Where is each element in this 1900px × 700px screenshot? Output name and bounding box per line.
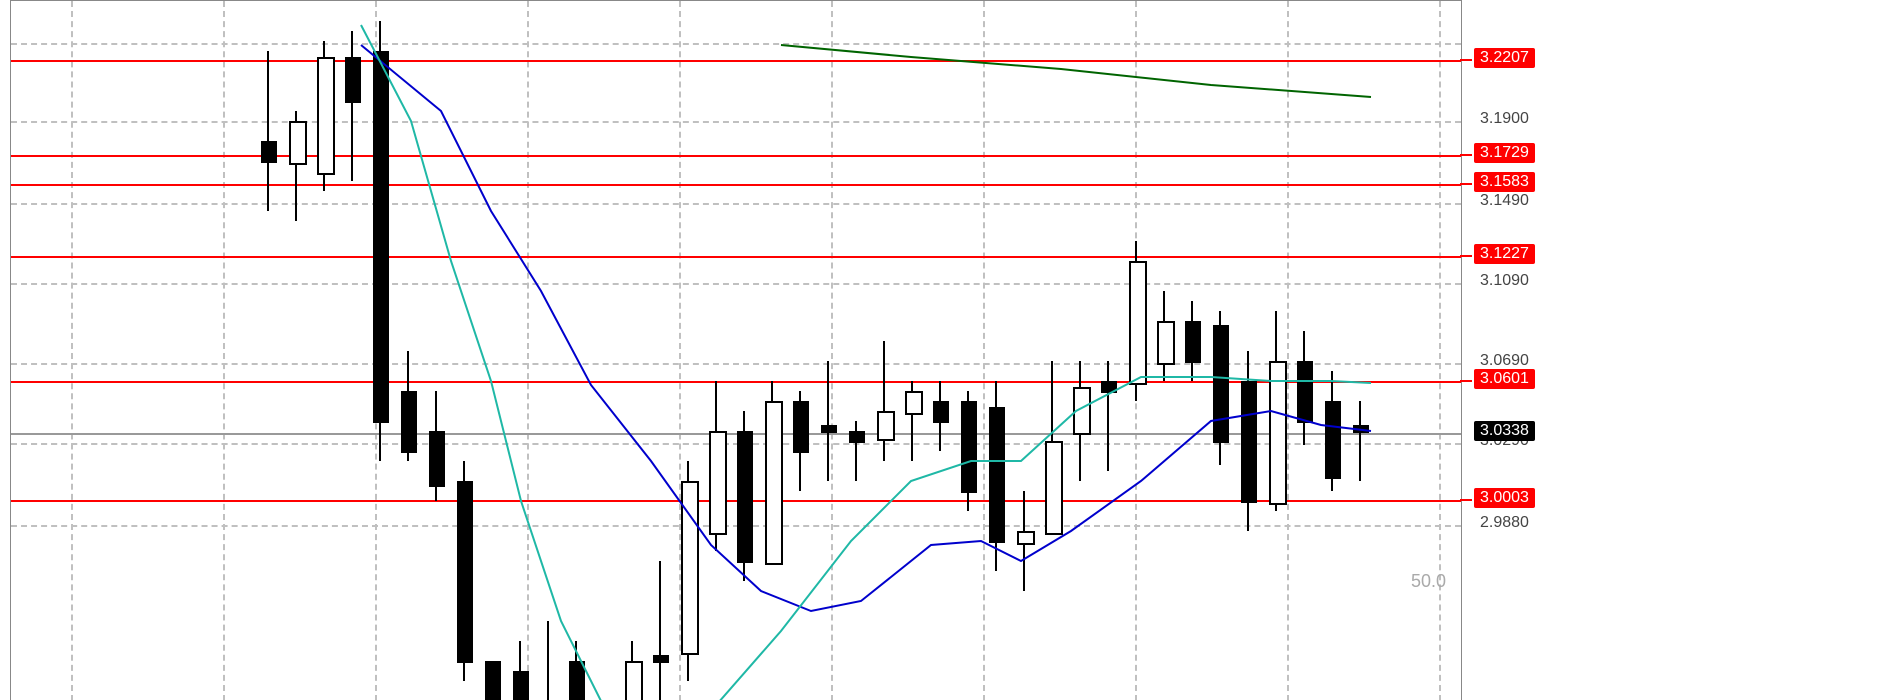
candle-wick bbox=[351, 31, 353, 181]
candle-body bbox=[569, 661, 585, 700]
grid-horizontal bbox=[11, 121, 1461, 123]
candle-wick bbox=[1107, 361, 1109, 471]
candle-wick bbox=[827, 361, 829, 481]
candle-body bbox=[1353, 425, 1369, 433]
level-label: 3.0601 bbox=[1474, 369, 1535, 389]
candle-body bbox=[737, 431, 753, 563]
candle-wick bbox=[855, 421, 857, 481]
grid-vertical bbox=[831, 1, 833, 700]
candle-body bbox=[1325, 401, 1341, 479]
candle-wick bbox=[267, 51, 269, 211]
candle-body bbox=[961, 401, 977, 493]
candle-body bbox=[1017, 531, 1035, 545]
y-tick-label: 3.0690 bbox=[1480, 352, 1529, 370]
candle-wick bbox=[659, 561, 661, 700]
level-line bbox=[11, 155, 1461, 157]
grid-vertical bbox=[71, 1, 73, 700]
grid-horizontal bbox=[11, 525, 1461, 527]
candle-body bbox=[1101, 381, 1117, 393]
level-label: 3.2207 bbox=[1474, 48, 1535, 68]
level-label: 3.1729 bbox=[1474, 143, 1535, 163]
candle-body bbox=[877, 411, 895, 441]
candle-body bbox=[401, 391, 417, 453]
y-tick-label: 3.1900 bbox=[1480, 110, 1529, 128]
grid-horizontal bbox=[11, 283, 1461, 285]
candle-body bbox=[429, 431, 445, 487]
grid-vertical bbox=[1439, 1, 1441, 700]
price-chart[interactable]: 50.0 3.19003.14903.10903.06903.02902.988… bbox=[0, 0, 1900, 700]
candle-body bbox=[1297, 361, 1313, 423]
candle-body bbox=[625, 661, 643, 700]
level-line bbox=[11, 60, 1461, 62]
grid-horizontal bbox=[11, 363, 1461, 365]
candle-body bbox=[933, 401, 949, 423]
candle-body bbox=[821, 425, 837, 433]
candle-body bbox=[765, 401, 783, 565]
candle-body bbox=[1045, 441, 1063, 535]
candle-body bbox=[1269, 361, 1287, 505]
candle-body bbox=[1241, 381, 1257, 503]
candle-body bbox=[1129, 261, 1147, 385]
grid-vertical bbox=[1287, 1, 1289, 700]
candle-body bbox=[709, 431, 727, 535]
candle-body bbox=[457, 481, 473, 663]
candle-body bbox=[317, 57, 335, 175]
candle-body bbox=[261, 141, 277, 163]
candle-body bbox=[485, 661, 501, 700]
y-tick-label: 3.1090 bbox=[1480, 272, 1529, 290]
level-label: 3.0003 bbox=[1474, 488, 1535, 508]
candle-body bbox=[905, 391, 923, 415]
ma-long bbox=[781, 45, 1371, 97]
candle-body bbox=[1157, 321, 1175, 365]
level-label: 3.1227 bbox=[1474, 244, 1535, 264]
candle-body bbox=[345, 57, 361, 103]
candle-wick bbox=[1359, 401, 1361, 481]
plot-area[interactable]: 50.0 bbox=[10, 0, 1462, 700]
fib-level-label: 50.0 bbox=[1411, 571, 1446, 592]
y-axis-area: 3.19003.14903.10903.06903.02902.98803.22… bbox=[1460, 0, 1900, 700]
overlay-lines bbox=[11, 1, 1461, 700]
candle-body bbox=[989, 407, 1005, 543]
candle-body bbox=[849, 431, 865, 443]
candle-body bbox=[1213, 325, 1229, 443]
level-label: 3.1583 bbox=[1474, 172, 1535, 192]
grid-horizontal bbox=[11, 203, 1461, 205]
candle-wick bbox=[883, 341, 885, 461]
candle-wick bbox=[547, 621, 549, 700]
y-tick-label: 2.9880 bbox=[1480, 514, 1529, 532]
level-line bbox=[11, 256, 1461, 258]
current-price-label: 3.0338 bbox=[1474, 421, 1535, 441]
candle-body bbox=[289, 121, 307, 165]
candle-body bbox=[1185, 321, 1201, 363]
y-tick-label: 3.1490 bbox=[1480, 192, 1529, 210]
candle-body bbox=[1073, 387, 1091, 435]
candle-body bbox=[681, 481, 699, 655]
candle-body bbox=[513, 671, 529, 700]
grid-vertical bbox=[983, 1, 985, 700]
level-line bbox=[11, 184, 1461, 186]
grid-vertical bbox=[223, 1, 225, 700]
grid-vertical bbox=[527, 1, 529, 700]
candle-body bbox=[653, 655, 669, 663]
candle-body bbox=[373, 51, 389, 423]
candle-body bbox=[793, 401, 809, 453]
